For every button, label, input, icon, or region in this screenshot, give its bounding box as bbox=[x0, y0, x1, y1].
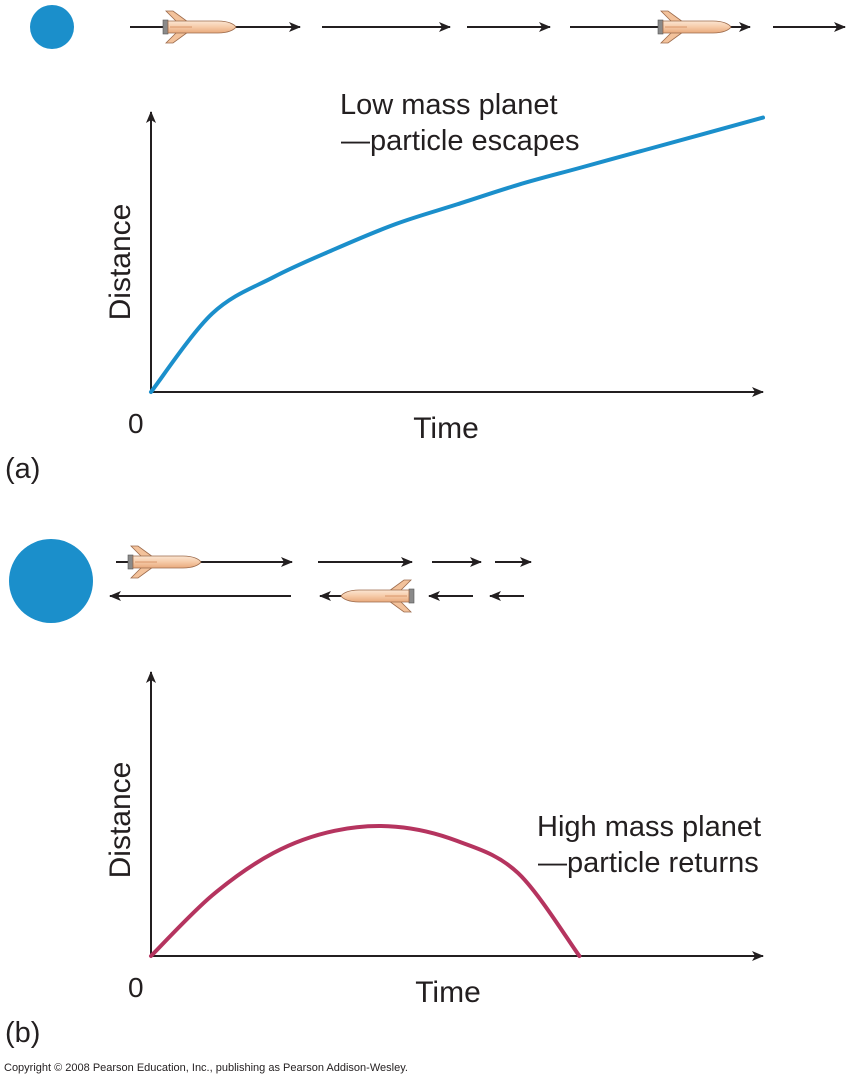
spaceship-icon bbox=[340, 579, 415, 613]
panel-a-x-axis-label: Time bbox=[413, 412, 479, 445]
panel-b-x-axis-label: Time bbox=[415, 976, 481, 1009]
panel-b-y-axis-label: Distance bbox=[104, 762, 137, 879]
panel-a-y-axis-label: Distance bbox=[104, 204, 137, 321]
copyright-notice: Copyright © 2008 Pearson Education, Inc.… bbox=[4, 1062, 408, 1074]
panel-b-distance-curve bbox=[149, 824, 582, 958]
panel-a-axes bbox=[146, 111, 764, 397]
spaceship-icon bbox=[127, 545, 202, 579]
panel-a-title-line1: Low mass planet bbox=[340, 89, 558, 121]
panel-a-title-line2: —particle escapes bbox=[341, 125, 580, 157]
panel-b-tag: (b) bbox=[5, 1017, 40, 1049]
spaceship-icon bbox=[657, 10, 732, 44]
high-mass-planet-icon bbox=[9, 539, 93, 623]
panel-a: Low mass planet —particle escapes Distan… bbox=[5, 5, 846, 485]
spaceship-icon bbox=[162, 10, 237, 44]
low-mass-planet-icon bbox=[30, 5, 74, 49]
panel-a-origin-label: 0 bbox=[128, 408, 144, 439]
panel-b-axes bbox=[146, 671, 764, 961]
panel-b-title-line1: High mass planet bbox=[537, 811, 761, 843]
panel-b: High mass planet —particle returns Dista… bbox=[5, 539, 764, 1049]
panel-a-distance-curve bbox=[149, 115, 765, 394]
panel-b-title-line2: —particle returns bbox=[538, 847, 759, 879]
panel-b-origin-label: 0 bbox=[128, 972, 144, 1003]
panel-a-tag: (a) bbox=[5, 453, 40, 485]
